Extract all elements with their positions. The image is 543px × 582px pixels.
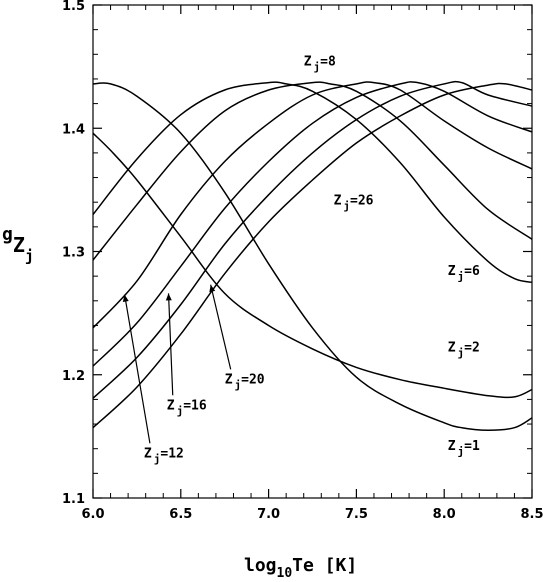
x-tick-label: 8.5 — [520, 507, 543, 522]
y-tick-label: 1.5 — [62, 0, 85, 14]
series-line-7 — [92, 82, 533, 429]
arrow-head-z20 — [209, 284, 216, 293]
series-line-4 — [92, 81, 533, 329]
arrow-line-z16 — [167, 293, 174, 396]
series-line-5 — [92, 81, 533, 367]
series-line-3 — [92, 81, 533, 261]
x-axis-title: log10Te [K] — [244, 555, 357, 581]
x-tick-label: 6.0 — [81, 507, 104, 522]
arrow-head-z16 — [165, 293, 172, 301]
series-line-6 — [92, 80, 533, 399]
arrow-line-z12 — [124, 294, 151, 444]
x-tick-label: 7.5 — [345, 507, 368, 522]
x-tick-label: 8.0 — [433, 507, 456, 522]
y-tick-label: 1.2 — [62, 369, 85, 384]
arrow-line-z20 — [210, 284, 232, 370]
y-tick-label: 1.1 — [62, 492, 85, 507]
series-line-2 — [92, 81, 533, 284]
arrow-head-z12 — [122, 294, 129, 302]
series-line-0 — [92, 82, 533, 431]
y-tick-label: 1.4 — [62, 122, 85, 137]
series-curves — [92, 80, 533, 431]
series-line-1 — [92, 132, 533, 399]
plot-frame — [92, 4, 533, 499]
axis-ticks: 6.0 6.5 7.0 7.5 8.0 8.5 1.1 1.2 1.3 1.4 1.5 — [62, 0, 543, 522]
y-tick-label: 1.3 — [62, 246, 85, 261]
x-tick-label: 6.5 — [169, 507, 192, 522]
y-axis-title: gZj — [2, 224, 34, 265]
x-tick-label: 7.0 — [257, 507, 280, 522]
